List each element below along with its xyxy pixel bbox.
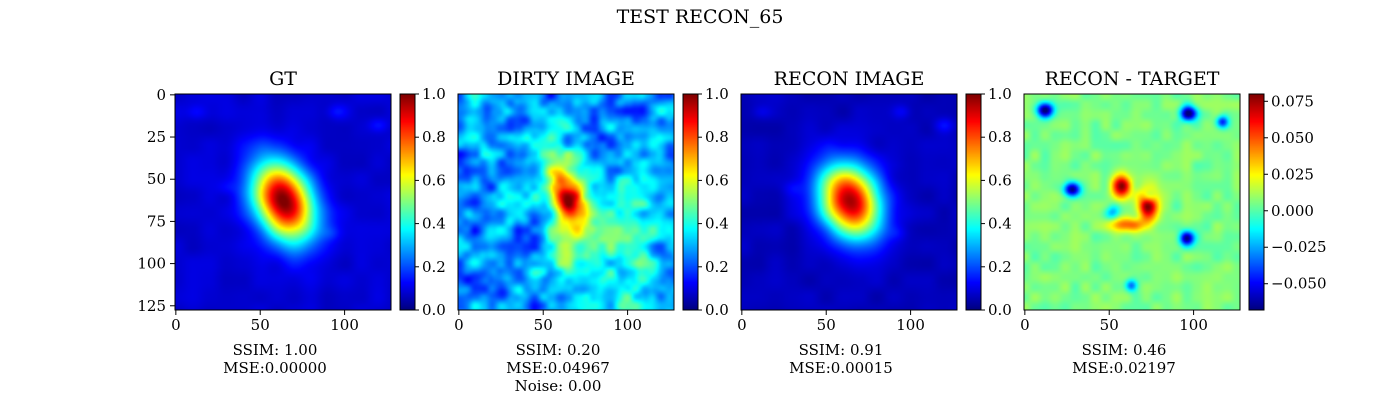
y-tick-label: 75 xyxy=(147,212,166,230)
colorbar-tick-label: −0.025 xyxy=(1271,238,1327,256)
metric-label: SSIM: 0.20 xyxy=(516,341,601,359)
axes-frame xyxy=(740,93,958,311)
colorbar-tick-label: 0.2 xyxy=(422,258,446,276)
colorbar-tick-label: 1.0 xyxy=(988,85,1012,103)
colorbar-tick-label: 0.075 xyxy=(1271,92,1314,110)
colorbar xyxy=(966,94,981,310)
colorbar-tick-label: 0.000 xyxy=(1271,202,1314,220)
panel-title: GT xyxy=(269,68,297,90)
metric-label: SSIM: 1.00 xyxy=(233,341,318,359)
x-tick-label: 0 xyxy=(171,316,181,334)
colorbar-tick-label: 0.0 xyxy=(422,301,446,319)
y-tick-label: 100 xyxy=(137,255,166,273)
heatmap-image xyxy=(1024,94,1240,310)
colorbar-tick-label: 0.2 xyxy=(988,258,1012,276)
x-tick-label: 0 xyxy=(454,316,464,334)
x-tick-label: 50 xyxy=(817,316,836,334)
x-tick-label: 50 xyxy=(1100,316,1119,334)
panel-1: GT 0 50 100 0 25 50 75 100 125 0.0 0.2 0.4 0.6 0.8 1.0 S… xyxy=(137,68,446,377)
colorbar-tick-label: 0.050 xyxy=(1271,129,1314,147)
colorbar xyxy=(400,94,415,310)
heatmap-image xyxy=(175,94,391,310)
colorbar-tick-label: 0.6 xyxy=(705,171,729,189)
heatmap-image xyxy=(458,94,674,310)
colorbar-tick-label: 0.2 xyxy=(705,258,729,276)
colorbar-frame xyxy=(1248,93,1265,311)
colorbar-tick-label: 0.4 xyxy=(705,215,729,233)
colorbar-tick-label: 0.0 xyxy=(705,301,729,319)
panel-title: RECON IMAGE xyxy=(774,68,925,90)
y-tick-label: 0 xyxy=(156,86,166,104)
x-tick-label: 100 xyxy=(896,316,925,334)
figure-title: TEST RECON_65 xyxy=(617,6,784,28)
colorbar-tick-label: 1.0 xyxy=(422,85,446,103)
colorbar-tick-label: 0.0 xyxy=(988,301,1012,319)
colorbar xyxy=(1249,94,1264,310)
panel-title: DIRTY IMAGE xyxy=(497,68,635,90)
colorbar-tick-label: 0.4 xyxy=(988,215,1012,233)
panels: GT 0 50 100 0 25 50 75 100 125 0.0 0.2 0.4 0.6 0.8 1.0 S… xyxy=(137,68,1326,395)
x-tick-label: 100 xyxy=(613,316,642,334)
panel-title: RECON - TARGET xyxy=(1045,68,1220,90)
y-tick-label: 50 xyxy=(147,170,166,188)
metric-label: MSE:0.02197 xyxy=(1072,359,1176,377)
metric-label: MSE:0.00015 xyxy=(789,359,893,377)
colorbar-tick-label: 0.4 xyxy=(422,215,446,233)
x-tick-label: 100 xyxy=(330,316,359,334)
y-tick-label: 125 xyxy=(137,297,166,315)
x-tick-label: 0 xyxy=(1020,316,1030,334)
colorbar xyxy=(683,94,698,310)
axes-frame xyxy=(1023,93,1241,311)
x-tick-label: 0 xyxy=(737,316,747,334)
axes-frame xyxy=(174,93,392,311)
colorbar-tick-label: 0.8 xyxy=(705,128,729,146)
x-tick-label: 50 xyxy=(534,316,553,334)
panel-3: RECON IMAGE 0 50 100 0.0 0.2 0.4 0.6 0.8 1.0 SSIM:… xyxy=(737,68,1012,377)
x-tick-label: 50 xyxy=(251,316,270,334)
metric-label: MSE:0.00000 xyxy=(223,359,327,377)
colorbar-frame xyxy=(682,93,699,311)
colorbar-tick-label: 0.8 xyxy=(988,128,1012,146)
colorbar-frame xyxy=(965,93,982,311)
metric-label: Noise: 0.00 xyxy=(515,377,602,395)
metric-label: SSIM: 0.46 xyxy=(1082,341,1167,359)
colorbar-tick-label: 0.8 xyxy=(422,128,446,146)
x-tick-label: 100 xyxy=(1179,316,1208,334)
metric-label: MSE:0.04967 xyxy=(506,359,610,377)
colorbar-tick-label: 0.6 xyxy=(988,171,1012,189)
panel-2: DIRTY IMAGE 0 50 100 0.0 0.2 0.4 0.6 0.8 1.0 SSIM:… xyxy=(454,68,729,395)
colorbar-tick-label: 0.6 xyxy=(422,171,446,189)
colorbar-tick-label: −0.050 xyxy=(1271,275,1327,293)
colorbar-tick-label: 0.025 xyxy=(1271,165,1314,183)
axes-frame xyxy=(457,93,675,311)
colorbar-tick-label: 1.0 xyxy=(705,85,729,103)
y-tick-label: 25 xyxy=(147,128,166,146)
heatmap-image xyxy=(741,94,957,310)
colorbar-frame xyxy=(399,93,416,311)
metric-label: SSIM: 0.91 xyxy=(799,341,884,359)
panel-4: RECON - TARGET 0 50 100 0.075 0.050 0.025 0.000… xyxy=(1020,68,1326,377)
